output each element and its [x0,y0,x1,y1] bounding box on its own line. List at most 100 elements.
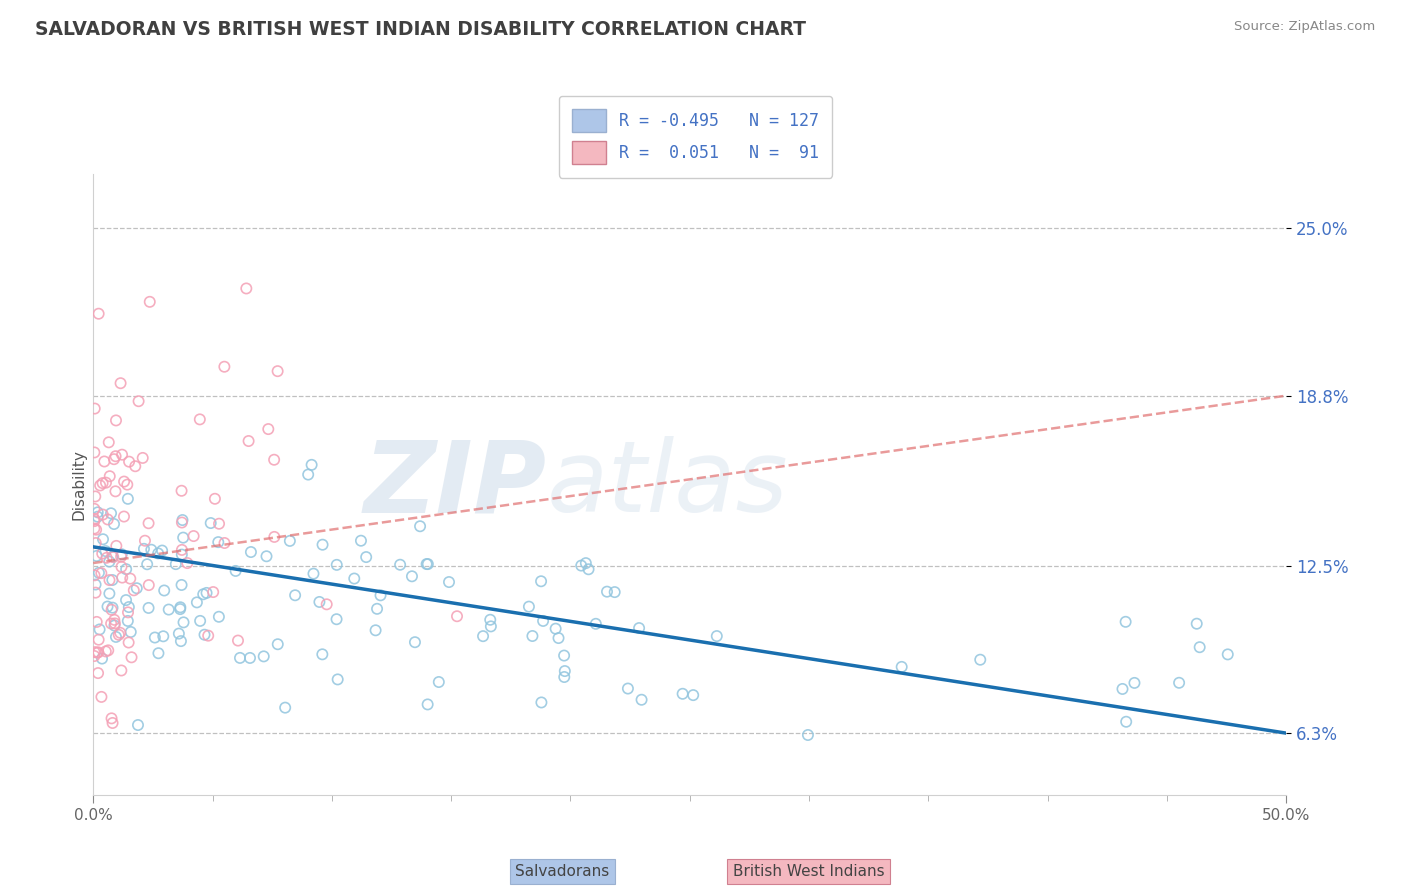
Point [239,545,262,559]
Point [112,509,135,524]
Point [94,475,117,490]
Point [157,602,180,616]
Point [138,516,160,531]
Point [87,307,110,321]
Point [101,716,124,731]
Text: British West Indians: British West Indians [733,864,884,879]
Point [84,536,107,550]
Point [117,635,139,649]
Point [326,558,349,572]
Point [146,546,169,560]
Point [91,533,114,547]
Point [214,359,236,374]
Point [200,516,222,530]
Y-axis label: Disability: Disability [72,450,86,520]
Point [97,512,120,526]
Point [389,558,412,572]
Point [401,569,423,583]
Point [364,624,387,638]
Legend: R = -0.495   N = 127, R =  0.051   N =  91: R = -0.495 N = 127, R = 0.051 N = 91 [560,95,832,178]
Point [117,491,139,506]
Point [91,508,114,522]
Point [1185,616,1208,631]
Point [101,573,124,587]
Point [103,516,125,531]
Point [136,558,159,572]
Point [111,547,134,561]
Point [530,574,553,589]
Point [91,651,114,665]
Point [100,603,122,617]
Point [90,690,112,704]
Point [169,600,191,615]
Point [93,454,115,468]
Point [110,559,132,574]
Point [100,506,122,520]
Point [1115,615,1137,629]
Point [103,550,125,565]
Point [122,583,145,598]
Point [969,653,991,667]
Point [128,394,150,409]
Point [83,521,105,535]
Point [186,595,208,609]
Point [167,626,190,640]
Point [87,566,110,580]
Point [110,664,132,678]
Point [103,613,125,627]
Point [152,629,174,643]
Point [214,536,236,550]
Point [138,578,160,592]
Point [267,637,290,651]
Point [170,483,193,498]
Point [366,602,388,616]
Point [578,562,600,576]
Point [84,523,107,537]
Point [90,566,112,581]
Point [315,597,337,611]
Point [284,588,307,602]
Point [87,505,110,519]
Point [188,412,211,426]
Point [350,533,373,548]
Point [311,648,333,662]
Point [124,459,146,474]
Point [103,618,125,632]
Point [297,467,319,482]
Point [172,531,194,545]
Point [97,643,120,657]
Point [132,450,155,465]
Point [94,644,117,658]
Point [148,646,170,660]
Point [98,469,121,483]
Point [207,535,229,549]
Point [173,615,195,630]
Point [183,529,205,543]
Point [415,557,437,571]
Point [797,728,820,742]
Point [325,612,347,626]
Point [94,544,117,558]
Point [103,452,125,467]
Point [83,401,105,416]
Point [110,376,132,391]
Point [165,557,187,571]
Point [91,547,114,561]
Point [112,475,135,489]
Point [117,477,139,491]
Point [91,476,114,491]
Point [274,700,297,714]
Point [115,593,138,607]
Point [172,513,194,527]
Point [1188,640,1211,655]
Point [110,625,132,640]
Point [111,571,134,585]
Point [86,615,108,629]
Point [134,533,156,548]
Point [263,530,285,544]
Point [311,538,333,552]
Point [195,586,218,600]
Point [544,622,567,636]
Point [98,573,121,587]
Point [89,478,111,492]
